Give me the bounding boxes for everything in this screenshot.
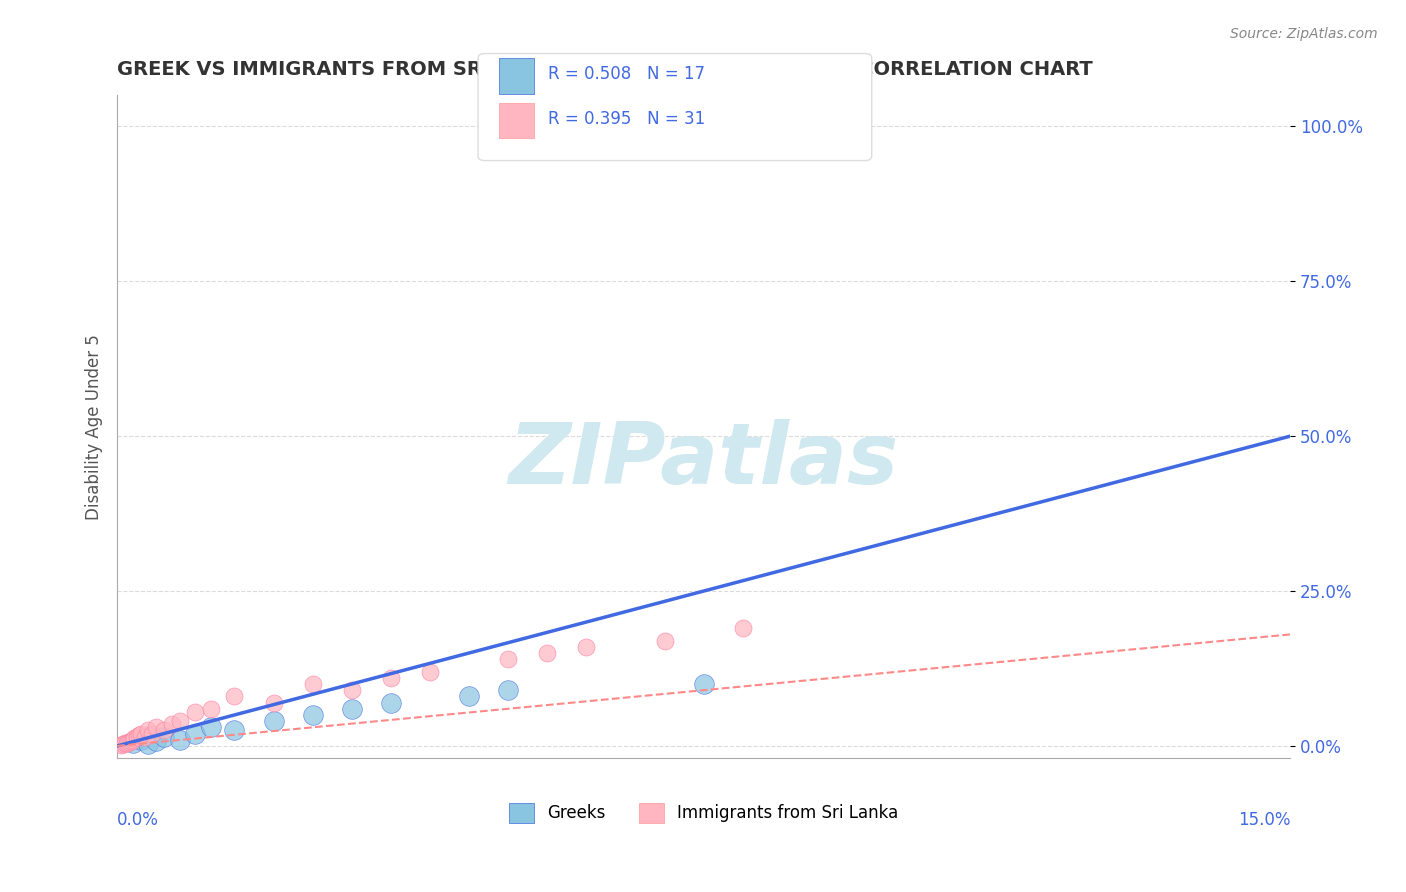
Point [380,671,402,685]
Text: GREEK VS IMMIGRANTS FROM SRI LANKA DISABILITY AGE UNDER 5 CORRELATION CHART: GREEK VS IMMIGRANTS FROM SRI LANKA DISAB… [117,60,1092,78]
Point [134,730,156,744]
Point [419,665,441,679]
Point [496,683,519,698]
Point [263,714,285,728]
Text: 15.0%: 15.0% [1237,812,1291,830]
Point [124,731,146,746]
Text: ZIPatlas: ZIPatlas [509,418,898,501]
Point [153,730,176,744]
Point [125,730,148,744]
Point [340,683,363,698]
Point [380,696,402,710]
Point [153,723,176,738]
Point [120,734,142,748]
Point [169,732,191,747]
Point [301,708,323,723]
Point [536,646,558,660]
Point [340,702,363,716]
Point [224,723,246,738]
Y-axis label: Disability Age Under 5: Disability Age Under 5 [86,334,103,520]
Point [129,726,152,740]
Point [654,633,676,648]
Point [575,640,598,654]
Point [200,720,222,734]
Point [121,732,143,747]
Point [112,737,135,751]
Point [121,736,143,750]
Text: Source: ZipAtlas.com: Source: ZipAtlas.com [1230,27,1378,41]
Point [141,726,163,740]
Point [160,717,183,731]
Point [692,677,714,691]
Point [145,734,167,748]
Point [747,120,769,134]
Point [118,735,141,749]
Point [128,728,150,742]
Point [263,696,285,710]
Point [145,720,167,734]
Point [169,714,191,728]
Legend: Greeks, Immigrants from Sri Lanka: Greeks, Immigrants from Sri Lanka [502,796,905,830]
Point [731,621,754,635]
Text: R = 0.395   N = 31: R = 0.395 N = 31 [548,110,706,128]
Point [114,736,136,750]
Point [115,736,138,750]
Point [224,690,246,704]
Point [184,705,207,719]
Point [301,677,323,691]
Point [110,738,132,752]
Point [184,726,207,740]
Point [138,723,160,738]
Point [200,702,222,716]
Text: 0.0%: 0.0% [117,812,159,830]
Point [458,690,481,704]
Text: R = 0.508   N = 17: R = 0.508 N = 17 [548,65,706,83]
Point [129,732,152,747]
Point [496,652,519,666]
Point [138,737,160,751]
